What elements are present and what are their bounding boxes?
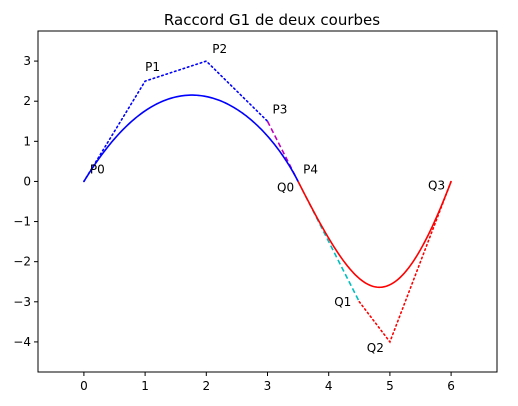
y-tick-label: −4 [13, 335, 31, 349]
axes: 0 1 2 3 4 5 6 3 2 1 0 −1 −2 −3 −4 [13, 54, 455, 393]
curve2-start-tangent [297, 181, 361, 303]
y-tick-label: 2 [23, 94, 31, 108]
x-tick-label: 0 [80, 379, 88, 393]
axes-frame [37, 30, 498, 373]
point-label-p0: P0 [90, 162, 105, 176]
point-label-p4: P4 [303, 162, 318, 176]
y-tick-label: 3 [23, 54, 31, 68]
x-tick-label: 5 [386, 379, 394, 393]
point-label-q1: Q1 [334, 295, 351, 309]
x-tick-label: 6 [447, 379, 455, 393]
curve1-control-polygon [83, 60, 269, 183]
y-tick-label: −1 [13, 215, 31, 229]
y-tick-label: 1 [23, 134, 31, 148]
chart-title: Raccord G1 de deux courbes [164, 11, 380, 29]
point-label-p3: P3 [273, 102, 288, 116]
curve2-bezier [297, 181, 452, 289]
x-tick-label: 2 [202, 379, 210, 393]
point-label-p2: P2 [212, 42, 227, 56]
curve1-bezier [83, 94, 299, 182]
curve2-control-polygon [358, 180, 452, 344]
y-tick-label: −3 [13, 295, 31, 309]
x-tick-label: 3 [264, 379, 272, 393]
y-tick-label: −2 [13, 255, 31, 269]
y-tick-label: 0 [23, 174, 31, 188]
x-tick-label: 4 [325, 379, 333, 393]
point-label-q0: Q0 [277, 180, 294, 194]
point-label-p1: P1 [145, 60, 160, 74]
point-label-q3: Q3 [428, 178, 445, 192]
point-label-q2: Q2 [367, 341, 384, 355]
x-tick-label: 1 [141, 379, 149, 393]
plot-area: P0 P1 P2 P3 P4 Q0 Q1 Q2 Q3 [83, 42, 452, 355]
